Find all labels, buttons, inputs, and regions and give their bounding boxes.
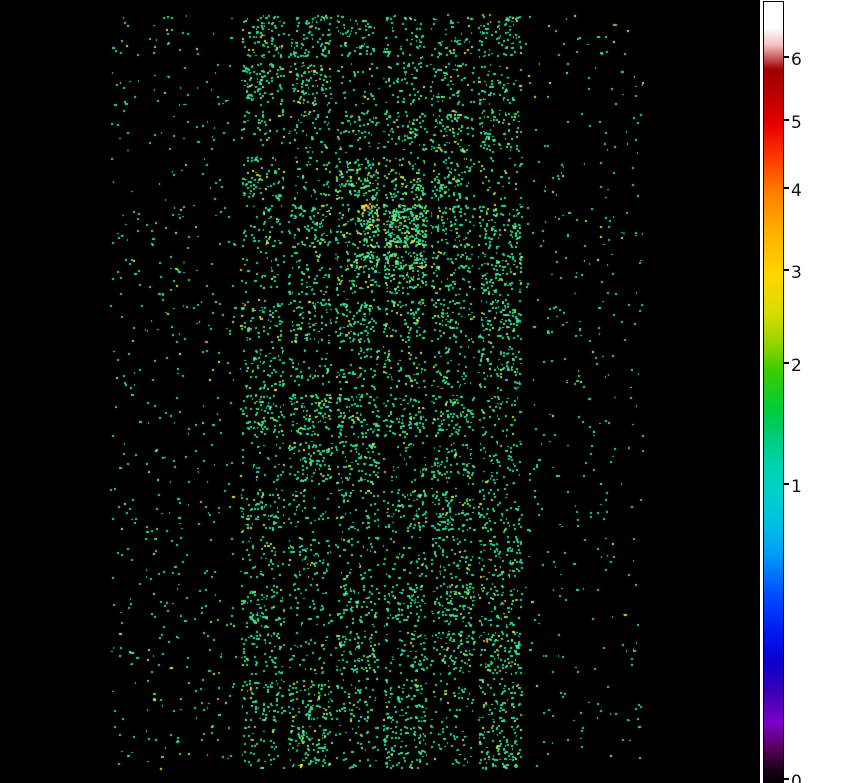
colorbar-tick-label: 2 — [791, 356, 802, 376]
detector-event-image[interactable] — [0, 0, 760, 783]
colorbar-tick — [783, 269, 789, 271]
colorbar-tick-label: 4 — [791, 181, 802, 201]
colorbar-tick-label: 6 — [791, 50, 802, 70]
colorbar-tick-label: 0 — [791, 772, 802, 783]
colorbar-tick — [783, 483, 789, 485]
colorbar-tick — [783, 778, 789, 780]
colorbar-tick-label: 3 — [791, 263, 802, 283]
colorbar-tick — [783, 187, 789, 189]
colorbar-panel: 6 5 4 3 2 1 0 — [760, 0, 868, 783]
colorbar-tick — [783, 119, 789, 121]
colorbar-tick-label: 1 — [791, 477, 802, 497]
colorbar-tick — [783, 362, 789, 364]
colorbar-gradient — [763, 1, 784, 783]
colorbar-tick-label: 5 — [791, 113, 802, 133]
colorbar-tick — [783, 56, 789, 58]
